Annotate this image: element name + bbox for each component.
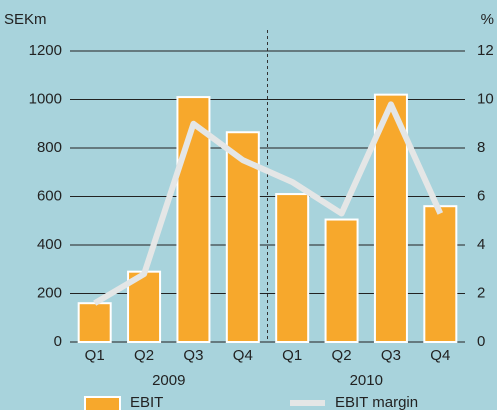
x-tick-label: Q2 <box>134 347 154 364</box>
legend-swatch <box>84 396 121 410</box>
y2-tick-label: 4 <box>477 236 485 253</box>
bar <box>423 205 458 343</box>
x-tick-label: Q1 <box>85 347 105 364</box>
y2-tick-label: 12 <box>477 42 494 59</box>
y2-tick-label: 0 <box>477 333 485 350</box>
y2-tick-label: 8 <box>477 139 485 156</box>
group-label: 2009 <box>152 372 185 389</box>
y2-axis-title: % <box>481 11 494 28</box>
y-tick-label: 0 <box>54 333 62 350</box>
y2-tick-label: 2 <box>477 284 485 301</box>
line <box>93 101 444 306</box>
y-tick-label: 1000 <box>29 90 62 107</box>
bar <box>176 96 211 343</box>
y-tick-label: 1200 <box>29 42 62 59</box>
bar <box>275 193 310 343</box>
x-tick-label: Q1 <box>282 347 302 364</box>
bar <box>373 93 408 344</box>
y-tick-label: 600 <box>37 187 62 204</box>
x-tick-label: Q4 <box>233 347 253 364</box>
x-tick-label: Q3 <box>381 347 401 364</box>
legend-label: EBIT margin <box>335 394 418 410</box>
bar <box>77 302 112 344</box>
x-tick-label: Q3 <box>183 347 203 364</box>
x-tick-label: Q2 <box>332 347 352 364</box>
y2-tick-label: 6 <box>477 187 485 204</box>
y-tick-label: 400 <box>37 236 62 253</box>
y-tick-label: 800 <box>37 139 62 156</box>
group-label: 2010 <box>350 372 383 389</box>
y2-tick-label: 10 <box>477 90 494 107</box>
legend-label: EBIT <box>130 394 163 410</box>
y-axis-title: SEKm <box>4 11 47 28</box>
x-tick-label: Q4 <box>430 347 450 364</box>
y-tick-label: 200 <box>37 284 62 301</box>
bar <box>324 218 359 344</box>
